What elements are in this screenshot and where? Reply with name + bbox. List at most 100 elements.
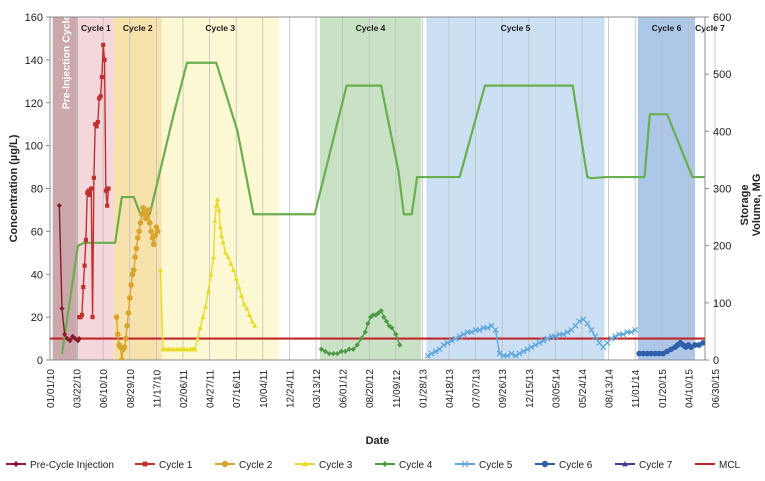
data-point [612, 333, 619, 340]
y2-tick-label: 400 [713, 126, 731, 138]
data-point [588, 326, 595, 334]
data-point [154, 228, 161, 235]
data-point [342, 348, 348, 355]
data-point [504, 352, 511, 359]
data-point [70, 333, 76, 340]
data-point [620, 331, 627, 338]
y-tick-label: 0 [37, 355, 43, 367]
legend-label: Cycle 4 [399, 460, 433, 471]
legend-item: Cycle 5 [455, 460, 513, 471]
marker-stroke [564, 329, 571, 336]
data-point [383, 318, 390, 325]
x-tick-label: 08/20/12 [365, 369, 376, 408]
data-point [628, 329, 635, 336]
marker-stroke [620, 331, 627, 338]
data-point [146, 219, 153, 226]
data-point [134, 234, 141, 241]
cycle-band-label: Cycle 3 [205, 23, 235, 33]
x-tick-label: 08/13/14 [605, 369, 616, 408]
y-tick-label: 140 [25, 55, 43, 67]
legend-marker [13, 461, 19, 467]
legend-label: MCL [719, 460, 741, 471]
data-point [98, 94, 103, 99]
data-point [103, 188, 108, 193]
data-point [249, 318, 255, 324]
data-point [157, 267, 163, 273]
data-point [94, 124, 99, 129]
series-pre-cycle-injection [56, 203, 82, 344]
data-point [370, 312, 376, 318]
data-point [709, 338, 714, 343]
data-point [444, 339, 451, 346]
data-point [99, 74, 104, 80]
y-axis-title: Concentration (µg/L) [8, 134, 20, 242]
data-point [759, 345, 764, 350]
data-point [536, 339, 543, 346]
data-point [484, 324, 491, 331]
marker-stroke [524, 346, 531, 353]
data-point [150, 241, 157, 248]
y2-axis-title-line1: Storage [739, 185, 751, 226]
legend-label: Cycle 6 [559, 460, 593, 471]
y-tick-label: 60 [31, 226, 43, 238]
data-point [76, 335, 82, 342]
x-tick-label: 08/29/10 [126, 369, 137, 408]
data-point [238, 293, 245, 298]
data-point [740, 347, 745, 352]
data-point [233, 275, 239, 281]
x-tick-label: 12/15/13 [525, 369, 536, 408]
data-point [632, 326, 639, 334]
data-point [90, 315, 95, 320]
data-point [137, 219, 144, 226]
data-point [214, 196, 221, 202]
data-point [62, 331, 68, 337]
x-tick-label: 05/24/14 [578, 369, 589, 408]
series-cycle-1 [77, 42, 111, 320]
data-point [452, 335, 459, 342]
marker-stroke [576, 318, 583, 325]
data-point [86, 188, 91, 193]
data-point [564, 329, 571, 336]
data-point [724, 353, 729, 358]
data-point [102, 57, 107, 62]
data-point [56, 203, 62, 209]
data-point [508, 350, 515, 357]
data-point [85, 190, 90, 195]
series-cycle-4 [318, 308, 403, 357]
x-tick-label: 03/22/10 [73, 369, 84, 408]
marker-stroke [612, 333, 619, 340]
cycle-band-label: Cycle 5 [501, 23, 531, 33]
cycle-band-label: Cycle 2 [123, 23, 153, 33]
data-point [762, 342, 765, 347]
data-point [244, 305, 250, 311]
data-point [130, 267, 137, 273]
y-tick-label: 80 [31, 184, 43, 196]
y2-tick-label: 100 [713, 298, 731, 310]
data-point [78, 315, 83, 320]
marker-stroke [440, 341, 447, 349]
marker-stroke [488, 322, 495, 329]
data-point [540, 337, 547, 344]
data-point [386, 323, 392, 329]
x-tick-label: 04/27/11 [206, 369, 217, 408]
data-point [222, 250, 229, 255]
x-tick-label: 03/13/12 [312, 369, 323, 408]
data-point [81, 285, 86, 290]
cycle-band-0 [52, 17, 78, 360]
data-point [148, 228, 154, 235]
x-tick-label: 04/10/15 [684, 369, 695, 408]
data-point [512, 352, 519, 359]
y-tick-label: 40 [31, 269, 43, 281]
legend-marker [622, 461, 628, 467]
marker-stroke [468, 329, 475, 336]
marker-stroke [532, 341, 539, 349]
marker-stroke [504, 352, 511, 359]
data-point [67, 338, 73, 344]
cycle-band-label: Cycle 6 [652, 23, 682, 33]
data-point [82, 263, 87, 268]
marker-stroke [592, 333, 599, 340]
marker-stroke [584, 320, 591, 327]
x-tick-label: 11/17/10 [152, 369, 163, 408]
legend-marker [142, 461, 148, 467]
